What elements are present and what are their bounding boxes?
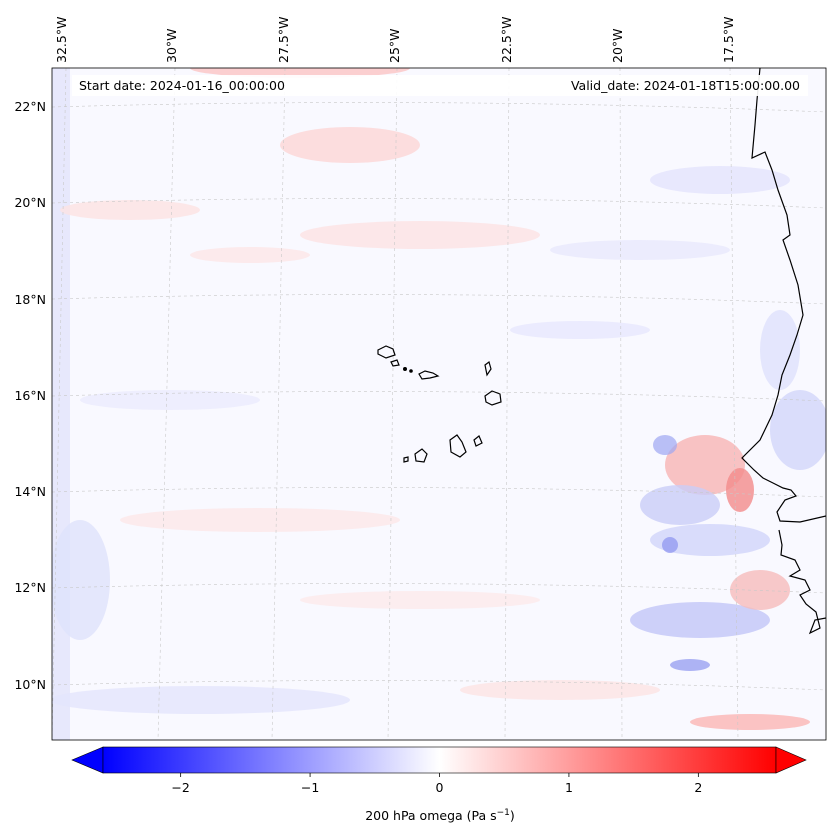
parallel [52, 680, 826, 691]
lon-label: 32.5°W [54, 17, 69, 63]
meridian [52, 68, 67, 740]
lat-label: 18°N [14, 292, 46, 307]
colorbar-label: 200 hPa omega (Pa s−1) [365, 808, 515, 823]
island-sao-vicente [390, 359, 400, 367]
lon-label: 22.5°W [499, 17, 514, 63]
colorbar-tick-label: −2 [171, 780, 189, 795]
island-santo-antao [377, 345, 396, 359]
lon-label: 30°W [164, 28, 179, 63]
map-panel: Start date: 2024-01-16_00:00:00 Valid_da… [14, 17, 827, 741]
parallel [52, 487, 826, 498]
island-santiago [449, 434, 467, 458]
parallel [52, 583, 826, 594]
lon-label: 27.5°W [276, 17, 291, 63]
colorbar-extend-min [71, 746, 104, 774]
colorbar-tick-label: 2 [694, 780, 702, 795]
africa-coastline [741, 68, 826, 635]
colorbar-extend-max [775, 746, 807, 774]
valid-date-label: Valid_date: 2024-01-18T15:00:00.00 [571, 78, 800, 93]
parallel [52, 102, 826, 113]
meridian [504, 68, 510, 740]
colorbar-tick-label: 0 [436, 780, 444, 795]
lat-label: 22°N [14, 99, 46, 114]
lat-label: 12°N [14, 580, 46, 595]
parallel [52, 294, 826, 305]
longitude-labels: 32.5°W 30°W 27.5°W 25°W 22.5°W 20°W 17.5… [54, 17, 736, 63]
start-date-label: Start date: 2024-01-16_00:00:00 [79, 78, 285, 93]
lat-label: 14°N [14, 484, 46, 499]
parallel [52, 391, 826, 402]
lon-label: 25°W [387, 28, 402, 63]
island-fogo [414, 448, 428, 463]
omega-field [52, 68, 826, 740]
colorbar-ticks: −2 −1 0 1 2 [171, 773, 702, 795]
lat-label: 20°N [14, 195, 46, 210]
parallel [52, 198, 826, 209]
lat-label: 10°N [14, 677, 46, 692]
meridian [387, 68, 398, 740]
colorbar-gradient [102, 746, 777, 774]
lon-label: 17.5°W [721, 17, 736, 63]
island-maio [473, 435, 483, 447]
colorbar-tick-label: −1 [301, 780, 319, 795]
island-brava [403, 456, 409, 463]
date-strip [72, 75, 808, 96]
meridian [729, 68, 739, 740]
island-boa-vista [484, 390, 502, 406]
island-sal [484, 360, 492, 377]
colorbar-tick-label: 1 [565, 780, 573, 795]
meridian [271, 68, 286, 740]
island-santa-luzia [403, 367, 408, 372]
map-frame [51, 67, 827, 741]
colorbar: −2 −1 0 1 2 200 hPa omega (Pa s−1) [71, 746, 807, 823]
meridian [619, 68, 623, 740]
lon-label: 20°W [610, 28, 625, 63]
coastlines [377, 68, 826, 635]
meridian [157, 68, 176, 740]
latitude-labels: 22°N 20°N 18°N 16°N 14°N 12°N 10°N [14, 99, 46, 692]
island-razo [409, 369, 413, 373]
graticule [52, 68, 826, 740]
island-sao-nicolau [418, 370, 440, 380]
lat-label: 16°N [14, 388, 46, 403]
